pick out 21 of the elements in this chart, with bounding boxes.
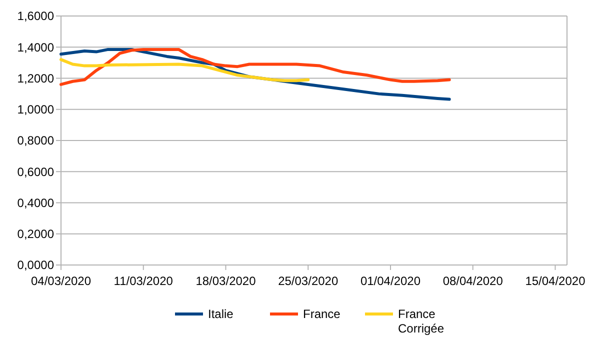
y-tick-label: 0,6000 bbox=[17, 164, 54, 179]
x-tick-label: 15/04/2020 bbox=[525, 274, 586, 288]
x-tick-label: 25/03/2020 bbox=[278, 274, 338, 288]
y-tick-label: 0,4000 bbox=[17, 196, 54, 210]
legend-label: Italie bbox=[208, 307, 234, 322]
y-tick-label: 1,4000 bbox=[17, 40, 54, 54]
x-tick-label: 08/04/2020 bbox=[442, 274, 504, 288]
x-tick-label: 11/03/2020 bbox=[114, 274, 174, 288]
y-tick-label: 1,2000 bbox=[17, 71, 54, 86]
y-tick-label: 1,0000 bbox=[17, 102, 54, 117]
y-tick-label: 0,0000 bbox=[17, 258, 54, 272]
y-tick-label: 0,8000 bbox=[17, 134, 54, 148]
y-tick-label: 1,6000 bbox=[17, 9, 54, 24]
x-tick-label: 18/03/2020 bbox=[196, 274, 256, 288]
legend-label: France Corrigée bbox=[398, 307, 444, 336]
line-series bbox=[60, 48, 451, 86]
y-tick-label: 0,2000 bbox=[17, 227, 54, 242]
x-tick-label: 04/03/2020 bbox=[30, 274, 92, 288]
x-tick-label: 01/04/2020 bbox=[360, 274, 421, 288]
legend-label: France bbox=[303, 307, 341, 322]
line-series bbox=[60, 58, 310, 82]
